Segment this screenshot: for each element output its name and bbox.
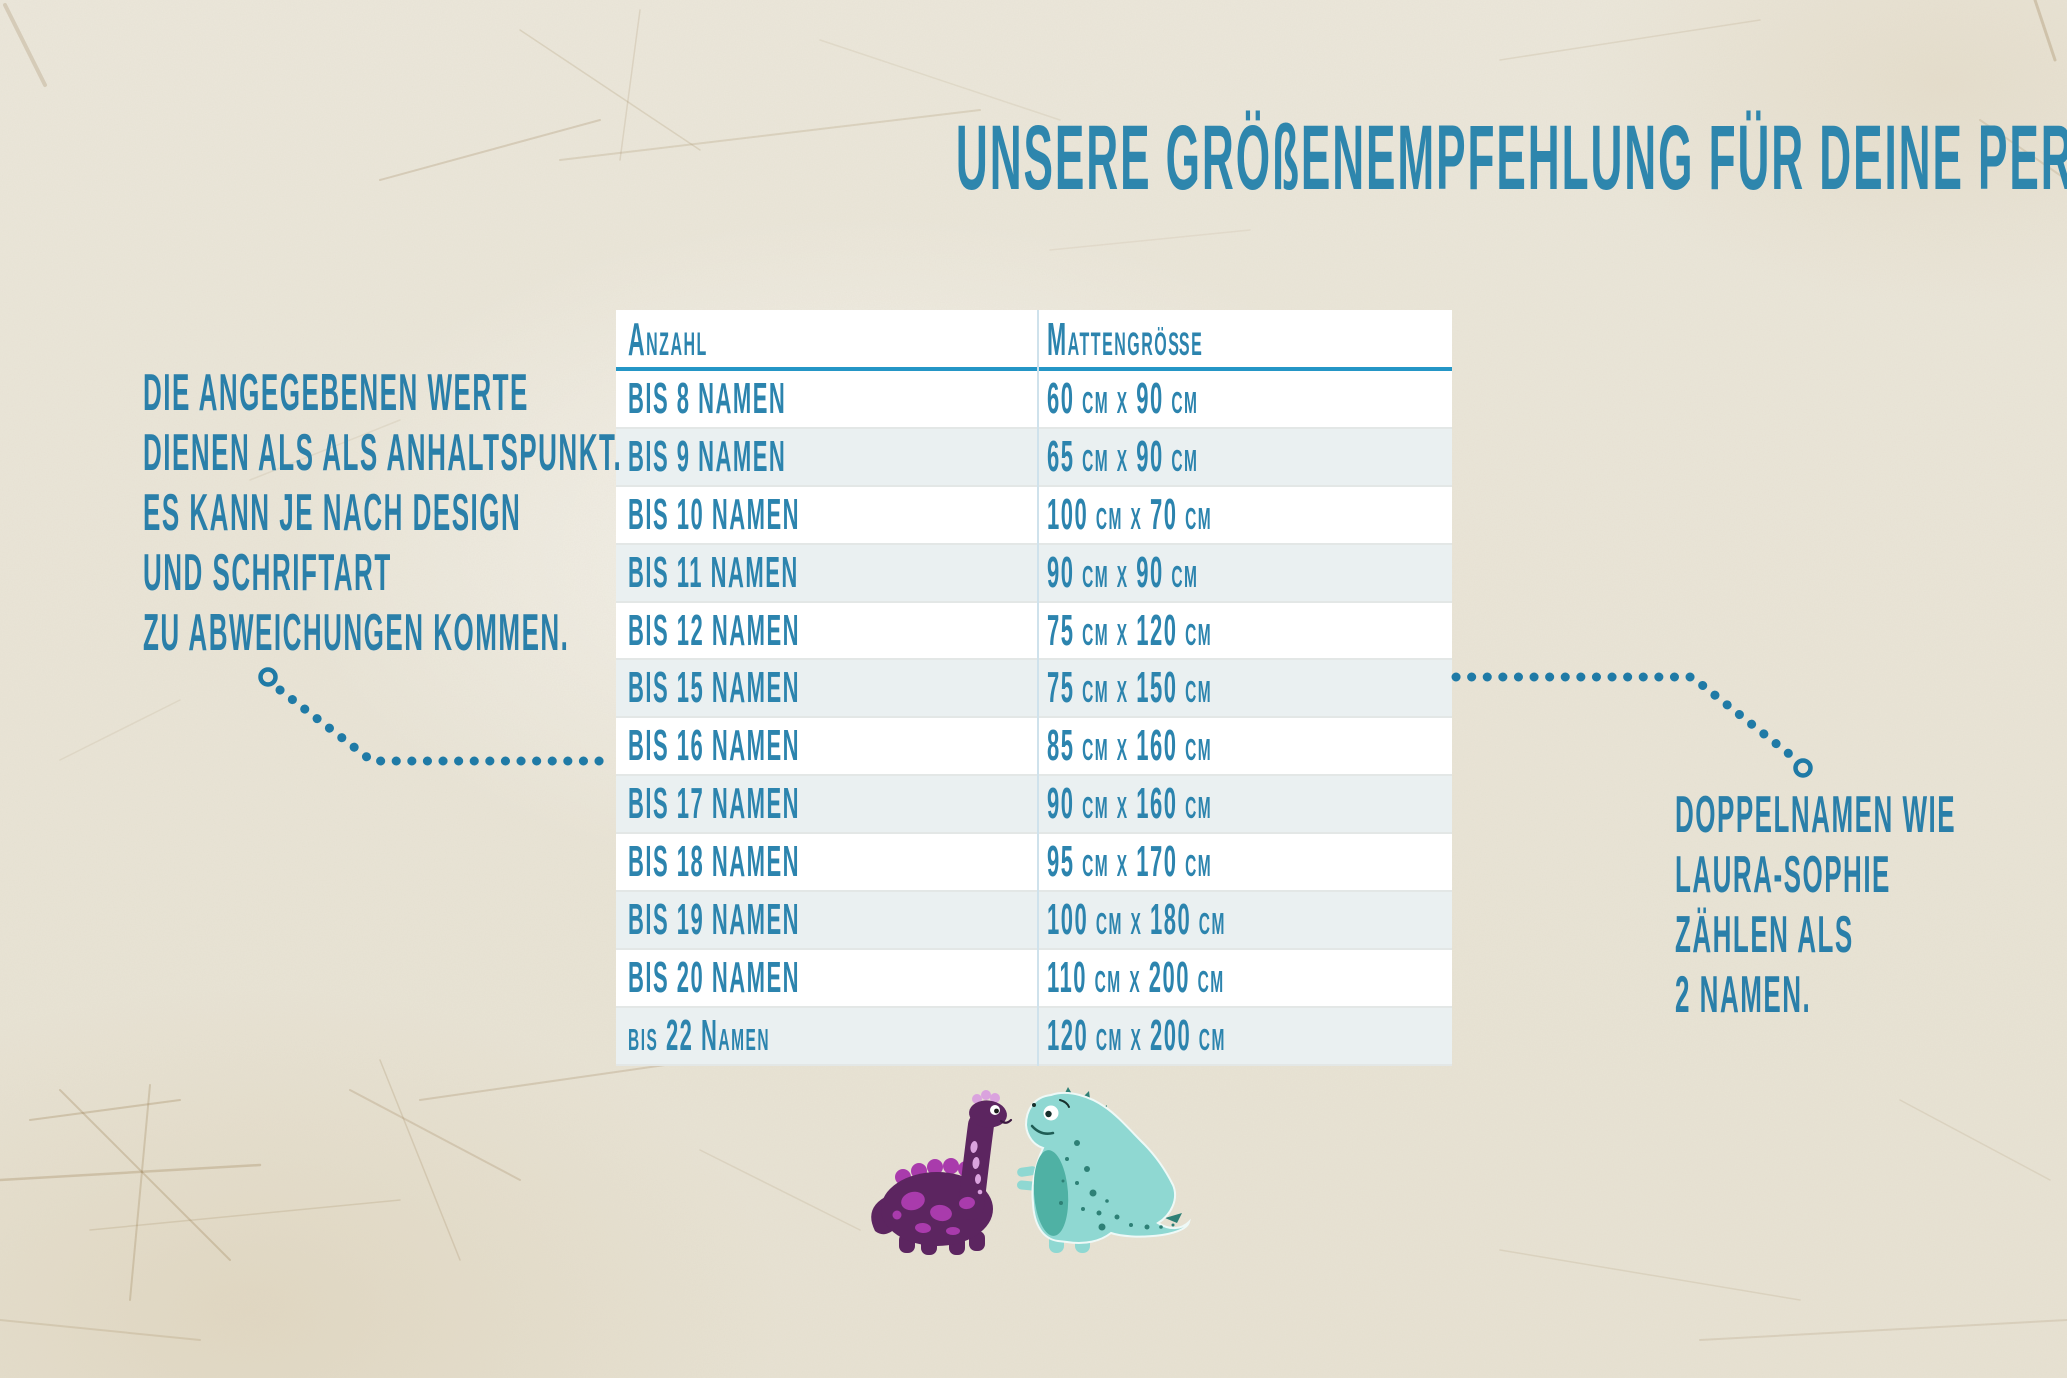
cell-mattengroesse: 90 cm x 160 cm — [1047, 779, 1213, 829]
left-annotation-line: DIENEN ALS ALS ANHALTSPUNKT. — [143, 424, 623, 482]
column-header-anzahl: Anzahl — [628, 312, 708, 365]
cell-anzahl: BIS 16 NAMEN — [628, 721, 801, 771]
table-header-row: Anzahl Mattengröße — [616, 310, 1452, 371]
page-title: UNSERE GRÖßENEMPFEHLUNG FÜR DEINE PERSON… — [955, 107, 2067, 209]
table-row: BIS 16 NAMEN 85 cm x 160 cm — [616, 718, 1452, 777]
right-annotation-line: ZÄHLEN ALS — [1675, 906, 1854, 964]
table-row: BIS 18 NAMEN 95 cm x 170 cm — [616, 834, 1452, 893]
cell-mattengroesse: 95 cm x 170 cm — [1047, 837, 1213, 887]
cell-mattengroesse: 120 cm x 200 cm — [1047, 1010, 1226, 1060]
cell-anzahl: BIS 19 NAMEN — [628, 894, 801, 944]
right-connector-line — [1451, 672, 1813, 778]
dinosaur-illustration — [871, 1087, 1191, 1255]
cell-mattengroesse: 85 cm x 160 cm — [1047, 721, 1213, 771]
left-annotation-line: ES KANN JE NACH DESIGN — [143, 484, 522, 542]
table-row: BIS 17 NAMEN 90 cm x 160 cm — [616, 776, 1452, 835]
cell-mattengroesse: 110 cm x 200 cm — [1047, 952, 1225, 1002]
cell-anzahl: BIS 20 NAMEN — [628, 952, 801, 1002]
cell-anzahl: BIS 17 NAMEN — [628, 779, 801, 829]
purple-dino-illustration — [871, 1090, 1013, 1255]
left-connector-line — [258, 667, 617, 766]
table-row: BIS 19 NAMEN 100 cm x 180 cm — [616, 892, 1452, 950]
teal-dino-illustration — [1016, 1087, 1191, 1253]
right-annotation-line: DOPPELNAMEN WIE — [1675, 786, 1957, 844]
left-connector-circle — [258, 667, 278, 687]
left-annotation-line: UND SCHRIFTART — [143, 544, 392, 602]
right-annotation-line: LAURA-SOPHIE — [1675, 846, 1891, 904]
cell-mattengroesse: 75 cm x 150 cm — [1047, 663, 1213, 713]
left-annotation-line: ZU ABWEICHUNGEN KOMMEN. — [143, 604, 570, 662]
cell-anzahl: bis 22 Namen — [628, 1010, 771, 1060]
cell-mattengroesse: 100 cm x 180 cm — [1047, 894, 1226, 944]
right-connector-circle — [1793, 758, 1813, 778]
left-annotation-line: DIE ANGEGEBENEN WERTE — [143, 364, 529, 422]
table-row: BIS 15 NAMEN 75 cm x 150 cm — [616, 660, 1452, 719]
table-row: BIS 20 NAMEN 110 cm x 200 cm — [616, 950, 1452, 1008]
left-annotation: DIE ANGEGEBENEN WERTE DIENEN ALS ALS ANH… — [143, 364, 1101, 664]
cell-anzahl: BIS 15 NAMEN — [628, 663, 801, 713]
table-row: bis 22 Namen 120 cm x 200 cm — [616, 1007, 1452, 1066]
right-annotation: DOPPELNAMEN WIE LAURA-SOPHIE ZÄHLEN ALS … — [1675, 786, 2067, 1026]
column-header-mattengroesse: Mattengröße — [1047, 312, 1204, 365]
cell-anzahl: BIS 18 NAMEN — [628, 837, 801, 887]
right-annotation-line: 2 NAMEN. — [1675, 966, 1812, 1024]
